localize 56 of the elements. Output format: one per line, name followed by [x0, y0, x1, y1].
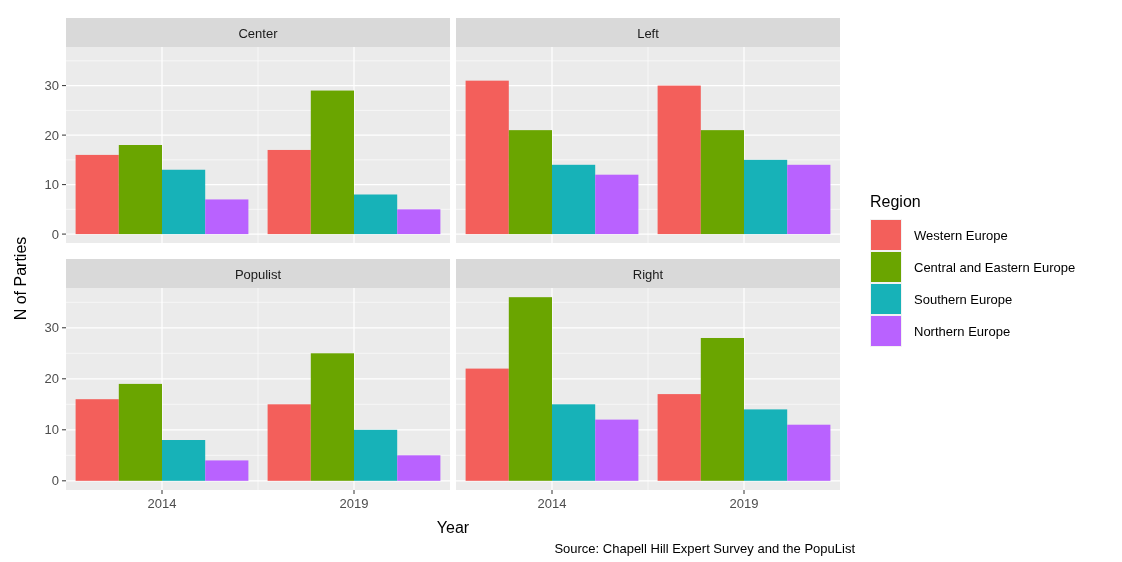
bar — [75, 399, 119, 481]
y-tick-label: 30 — [44, 78, 59, 94]
bar — [700, 130, 744, 235]
bar — [162, 169, 206, 235]
x-tick-label: 2014 — [147, 496, 177, 511]
bar — [310, 353, 354, 481]
y-tick-label: 20 — [44, 371, 59, 387]
y-tick-label: 10 — [44, 422, 59, 438]
bar — [397, 455, 441, 481]
legend-label: Northern Europe — [914, 324, 1011, 339]
y-axis-title: N of Parties — [12, 236, 29, 321]
bar — [744, 159, 788, 235]
legend-label: Southern Europe — [914, 292, 1013, 307]
chart-title: Center — [238, 25, 279, 41]
bar — [354, 194, 398, 235]
y-tick-label: 10 — [44, 177, 59, 193]
bar — [205, 460, 249, 481]
bar — [552, 404, 596, 481]
bar — [700, 337, 744, 481]
bar — [162, 440, 206, 481]
bar — [397, 209, 441, 235]
y-tick-label: 0 — [51, 226, 59, 242]
legend-label: Western Europe — [914, 228, 1008, 243]
bar — [118, 383, 162, 481]
bar — [595, 174, 639, 235]
bar — [75, 154, 119, 235]
bar — [787, 424, 831, 481]
bar — [595, 419, 639, 481]
bar — [508, 130, 552, 235]
bar — [552, 164, 596, 235]
bar — [118, 145, 162, 235]
bar — [267, 404, 311, 481]
bar — [508, 297, 552, 481]
bar — [354, 429, 398, 481]
bar — [205, 199, 249, 235]
bar — [657, 394, 701, 481]
legend-title: Region — [870, 193, 921, 210]
x-tick-label: 2014 — [537, 496, 567, 511]
bar — [465, 368, 509, 481]
bar — [657, 85, 701, 235]
source-note: Source: Chapell Hill Expert Survey and the PopuList — [554, 541, 856, 556]
chart-title: Right — [632, 266, 664, 282]
y-tick-label: 20 — [44, 127, 59, 143]
bar — [744, 409, 788, 481]
y-tick-label: 30 — [44, 320, 59, 336]
bar — [465, 80, 509, 235]
y-tick-label: 0 — [51, 473, 59, 489]
chart-title: Populist — [234, 266, 282, 282]
bar — [310, 90, 354, 235]
x-axis-title: Year — [436, 519, 470, 536]
bar — [787, 164, 831, 235]
chart-title: Left — [637, 25, 660, 41]
bar — [267, 149, 311, 235]
legend-label: Central and Eastern Europe — [914, 260, 1076, 275]
x-tick-label: 2019 — [339, 496, 369, 511]
x-tick-label: 2019 — [729, 496, 759, 511]
